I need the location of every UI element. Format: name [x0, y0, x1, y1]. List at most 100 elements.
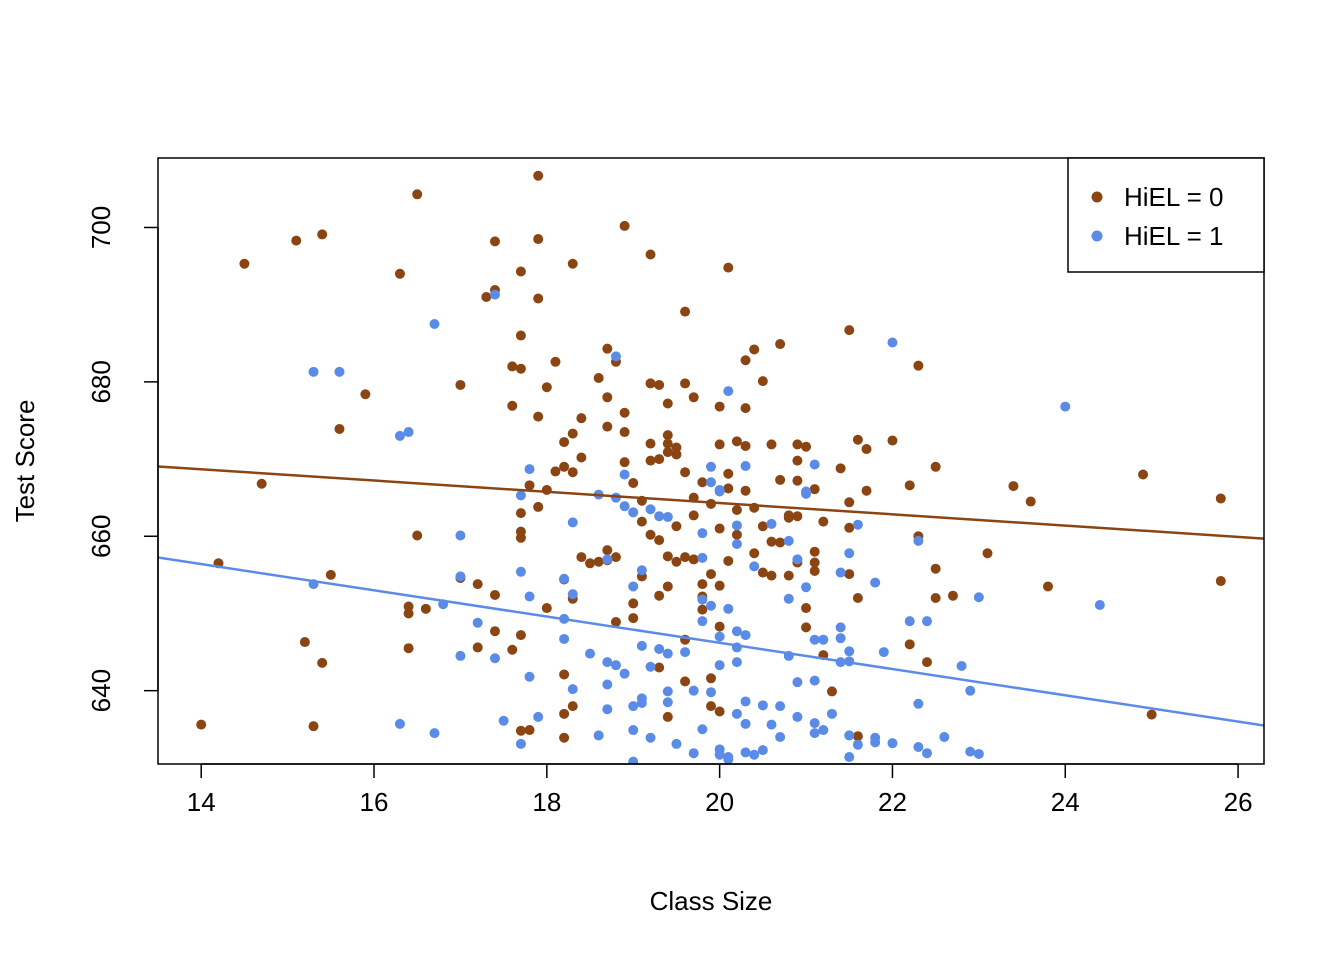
- data-point-hiel0: [1215, 576, 1226, 587]
- data-point-hiel1: [887, 738, 898, 749]
- data-point-hiel0: [662, 711, 673, 722]
- data-point-hiel0: [671, 442, 682, 453]
- data-point-hiel0: [325, 569, 336, 580]
- data-point-hiel0: [654, 662, 665, 673]
- data-point-hiel1: [308, 366, 319, 377]
- data-point-hiel1: [559, 573, 570, 584]
- data-point-hiel1: [775, 701, 786, 712]
- data-point-hiel0: [887, 435, 898, 446]
- data-point-hiel1: [628, 507, 639, 518]
- data-point-hiel1: [766, 518, 777, 529]
- data-point-hiel0: [317, 657, 328, 668]
- data-point-hiel1: [731, 657, 742, 668]
- data-point-hiel1: [455, 571, 466, 582]
- data-point-hiel0: [559, 669, 570, 680]
- data-point-hiel0: [541, 382, 552, 393]
- data-point-hiel0: [645, 378, 656, 389]
- data-point-hiel1: [697, 552, 708, 563]
- data-point-hiel0: [317, 229, 328, 240]
- data-point-hiel1: [636, 640, 647, 651]
- y-axis-label: Test Score: [10, 400, 40, 523]
- data-point-hiel0: [533, 234, 544, 245]
- data-point-hiel1: [567, 589, 578, 600]
- data-point-hiel0: [1008, 481, 1019, 492]
- data-point-hiel1: [619, 469, 630, 480]
- data-point-hiel0: [706, 701, 716, 712]
- data-point-hiel0: [593, 373, 604, 384]
- data-point-hiel1: [731, 538, 742, 549]
- data-point-hiel0: [489, 626, 500, 637]
- data-point-hiel0: [740, 403, 751, 414]
- data-point-hiel0: [930, 593, 941, 604]
- data-point-hiel0: [654, 590, 665, 601]
- data-point-hiel0: [507, 400, 518, 411]
- data-point-hiel1: [515, 738, 526, 749]
- data-point-hiel0: [662, 398, 673, 409]
- data-point-hiel0: [671, 556, 682, 567]
- data-point-hiel1: [645, 732, 656, 743]
- data-point-hiel1: [602, 554, 613, 565]
- data-point-hiel1: [706, 687, 716, 698]
- data-point-hiel0: [671, 449, 682, 460]
- data-point-hiel0: [585, 558, 596, 569]
- data-point-hiel1: [852, 519, 863, 530]
- data-point-hiel1: [662, 697, 673, 708]
- data-point-hiel0: [844, 569, 855, 580]
- data-point-hiel0: [723, 483, 734, 494]
- data-point-hiel1: [956, 660, 967, 671]
- data-point-hiel0: [455, 379, 466, 390]
- data-point-hiel0: [619, 457, 630, 468]
- data-point-hiel0: [852, 593, 863, 604]
- x-tick-label: 24: [1051, 787, 1080, 817]
- data-point-hiel1: [757, 745, 768, 756]
- data-point-hiel1: [740, 747, 751, 758]
- data-point-hiel0: [671, 521, 682, 532]
- data-point-hiel1: [809, 675, 820, 686]
- data-point-hiel0: [809, 566, 820, 577]
- data-point-hiel0: [403, 643, 414, 654]
- data-point-hiel0: [714, 621, 725, 632]
- data-point-hiel1: [844, 548, 855, 559]
- data-point-hiel1: [697, 528, 708, 539]
- data-point-hiel1: [913, 742, 924, 753]
- data-point-hiel0: [619, 220, 630, 231]
- data-point-hiel0: [567, 428, 578, 439]
- data-point-hiel0: [766, 570, 777, 581]
- data-point-hiel0: [706, 673, 716, 684]
- data-point-hiel1: [498, 715, 509, 726]
- data-point-hiel1: [792, 677, 803, 688]
- data-point-hiel0: [299, 637, 310, 648]
- data-point-hiel0: [662, 430, 673, 441]
- data-point-hiel1: [809, 728, 820, 739]
- data-point-hiel0: [783, 512, 794, 523]
- data-point-hiel0: [757, 567, 768, 578]
- data-point-hiel1: [706, 461, 716, 472]
- data-point-hiel0: [766, 536, 777, 547]
- data-point-hiel1: [1094, 599, 1105, 610]
- data-point-hiel1: [835, 567, 846, 578]
- data-point-hiel1: [429, 318, 440, 329]
- data-point-hiel1: [619, 668, 630, 679]
- x-tick-label: 20: [705, 787, 734, 817]
- data-point-hiel0: [757, 521, 768, 532]
- data-point-hiel0: [809, 546, 820, 557]
- data-point-hiel0: [559, 461, 570, 472]
- data-point-hiel1: [654, 643, 665, 654]
- legend-marker-hiel1: [1091, 230, 1103, 242]
- data-point-hiel0: [403, 601, 414, 612]
- data-point-hiel1: [922, 748, 933, 759]
- data-point-hiel0: [602, 545, 613, 556]
- data-point-hiel1: [809, 459, 820, 470]
- data-point-hiel0: [680, 676, 691, 687]
- data-point-hiel1: [585, 648, 596, 659]
- data-point-hiel1: [628, 701, 639, 712]
- y-tick-label: 640: [86, 669, 116, 712]
- data-point-hiel1: [515, 566, 526, 577]
- data-point-hiel1: [394, 430, 405, 441]
- data-point-hiel0: [801, 441, 812, 452]
- data-point-hiel0: [731, 505, 742, 516]
- data-point-hiel0: [775, 339, 786, 350]
- data-point-hiel1: [818, 634, 829, 645]
- data-point-hiel1: [559, 633, 570, 644]
- data-point-hiel0: [844, 522, 855, 533]
